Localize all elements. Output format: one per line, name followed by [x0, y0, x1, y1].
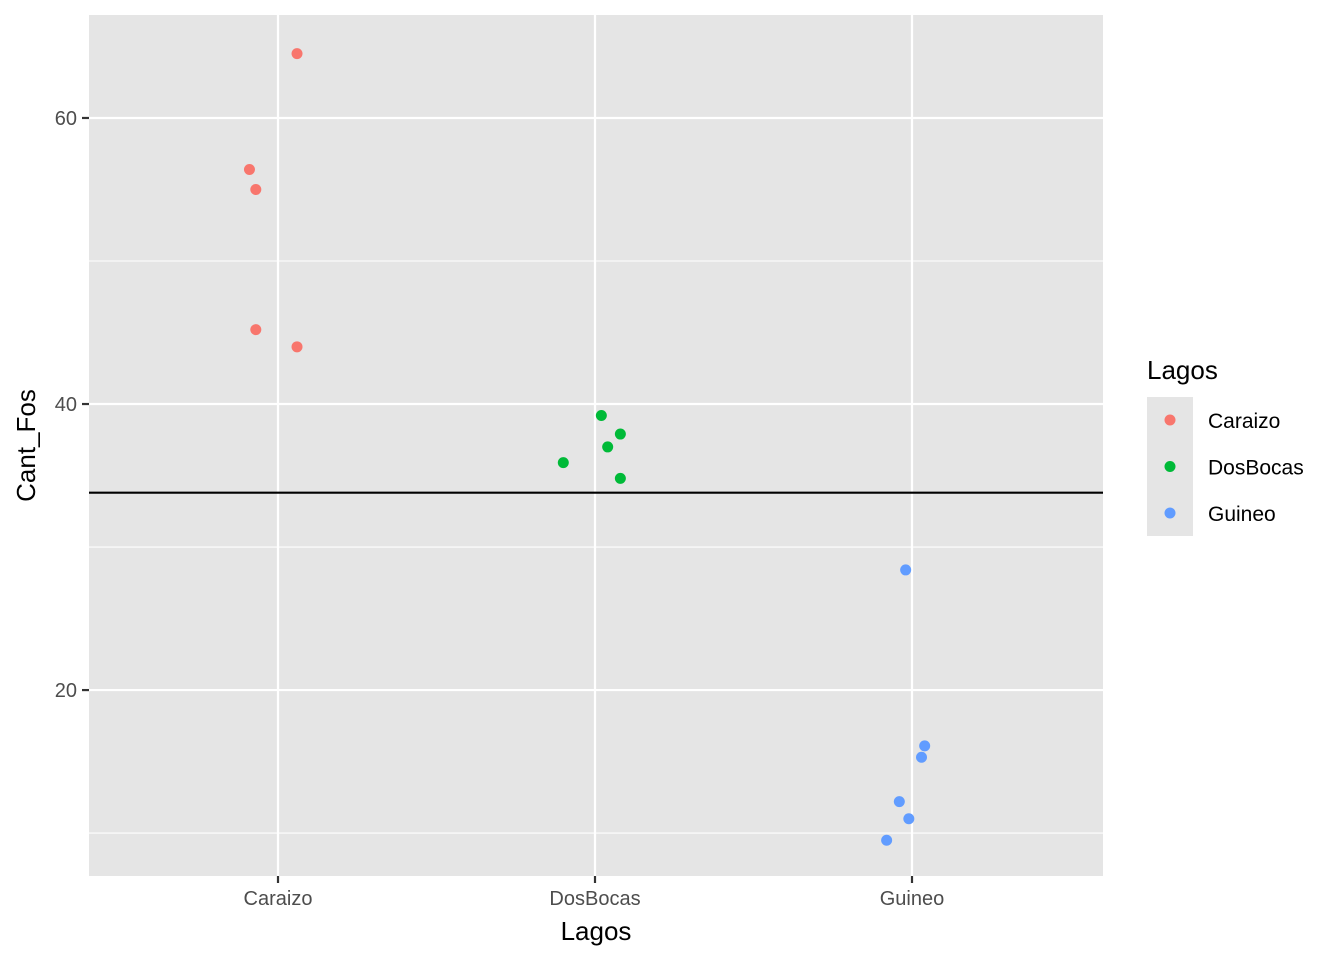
y-tick-label: 20	[55, 680, 77, 702]
y-axis-title: Cant_Fos	[11, 389, 41, 502]
x-axis-title: Lagos	[561, 916, 632, 946]
legend-key-dot	[1164, 414, 1176, 426]
grid-major	[89, 15, 1103, 876]
x-axis: Caraizo DosBocas Guineo	[244, 876, 945, 910]
legend-items: Caraizo DosBocas Guineo	[1164, 410, 1304, 526]
data-point	[602, 441, 614, 453]
data-point	[250, 324, 262, 336]
x-tick-label: DosBocas	[549, 888, 640, 910]
data-point	[903, 813, 915, 825]
data-point	[900, 564, 912, 576]
legend-title: Lagos	[1147, 355, 1218, 385]
data-point	[243, 163, 255, 175]
data-point	[893, 796, 905, 808]
data-point	[614, 472, 626, 484]
data-point	[916, 751, 928, 763]
data-points	[243, 48, 931, 846]
legend-key-dot	[1164, 507, 1176, 519]
legend-label: DosBocas	[1208, 457, 1304, 480]
data-point	[291, 341, 303, 353]
legend-label: Guineo	[1208, 503, 1276, 526]
data-point	[919, 740, 931, 752]
legend-label: Caraizo	[1208, 410, 1280, 433]
legend: Lagos Caraizo DosBocas Guineo	[1147, 355, 1304, 536]
x-tick-label: Guineo	[880, 888, 945, 910]
data-point	[557, 457, 569, 469]
data-point	[881, 834, 893, 846]
y-tick-label: 60	[55, 108, 77, 130]
data-point	[250, 183, 262, 195]
y-axis: 20 40 60	[55, 108, 89, 702]
y-tick-label: 40	[55, 394, 77, 416]
data-point	[614, 428, 626, 440]
data-point	[291, 48, 303, 60]
data-point	[595, 409, 607, 421]
x-tick-label: Caraizo	[244, 888, 313, 910]
legend-key-dot	[1164, 461, 1176, 472]
